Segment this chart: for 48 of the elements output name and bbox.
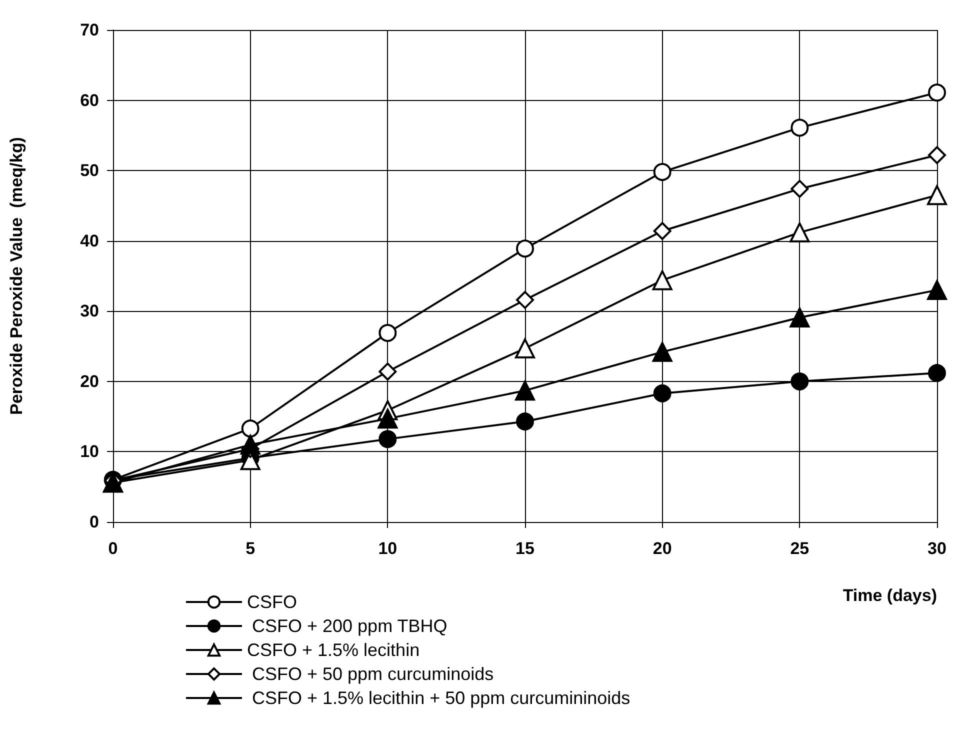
point xyxy=(653,222,672,240)
x-tick-label: 25 xyxy=(790,539,810,558)
point xyxy=(790,180,809,198)
x-tick-label: 30 xyxy=(928,539,946,558)
point xyxy=(928,84,946,102)
y-tick-label: 60 xyxy=(80,90,99,110)
point xyxy=(790,307,810,328)
point xyxy=(515,380,535,401)
point xyxy=(927,280,947,300)
y-tick-label: 30 xyxy=(80,302,99,321)
point xyxy=(515,338,535,358)
point xyxy=(378,324,397,342)
point xyxy=(652,270,672,290)
point xyxy=(790,372,809,390)
legend-label: CSFO + 1.5% lecithin + 50 ppm curcumininoids xyxy=(247,688,630,708)
legend-label: CSFO + 200 ppm TBHQ xyxy=(247,616,448,636)
point xyxy=(241,420,260,438)
x-axis-title: Time (days) xyxy=(842,586,938,605)
y-tick-label: 50 xyxy=(80,161,99,180)
point xyxy=(516,290,534,309)
y-tick-label: 70 xyxy=(80,20,99,40)
point xyxy=(928,364,946,382)
point xyxy=(240,434,260,455)
y-axis-title: Peroxide Peroxide Value (meq/kg) xyxy=(7,137,26,415)
y-tick-label: 40 xyxy=(80,231,99,250)
point xyxy=(378,408,398,429)
x-tick-label: 10 xyxy=(378,539,398,558)
x-tick-label: 20 xyxy=(652,539,672,558)
point xyxy=(653,384,672,402)
point xyxy=(928,146,946,164)
point xyxy=(652,342,672,362)
y-tick-label: 20 xyxy=(80,372,99,391)
point xyxy=(790,118,809,137)
point xyxy=(653,162,672,181)
y-tick-label: 10 xyxy=(80,442,99,462)
legend-label: CSFO + 1.5% lecithin xyxy=(247,640,420,660)
y-tick-label: 0 xyxy=(90,512,99,532)
point xyxy=(790,222,810,242)
x-tick-label: 15 xyxy=(516,539,534,558)
point xyxy=(927,185,947,206)
x-tick-label: 0 xyxy=(108,539,118,558)
point xyxy=(378,430,397,448)
point xyxy=(378,362,397,381)
legend-label: CSFO + 50 ppm curcuminoids xyxy=(247,664,494,684)
point xyxy=(516,240,534,258)
legend-label: CSFO xyxy=(247,592,298,612)
point xyxy=(516,412,534,430)
x-tick-label: 5 xyxy=(246,539,256,558)
